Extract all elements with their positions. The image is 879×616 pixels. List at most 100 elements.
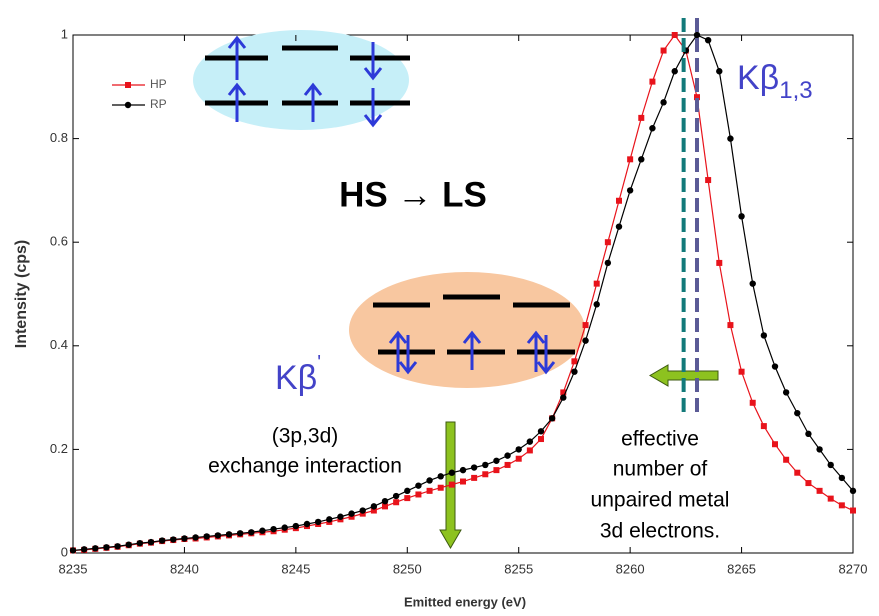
point [293, 523, 299, 529]
point [716, 68, 722, 74]
low-spin-diagram [349, 272, 585, 388]
chart: Emitted energy (eV) Intensity (cps) HS →… [0, 0, 879, 616]
peak-label: Kβ1,3 [737, 59, 813, 104]
point [605, 239, 611, 245]
exchange-note: exchange interaction [208, 455, 402, 478]
point [761, 423, 767, 429]
legend-label: RP [150, 97, 167, 111]
point [638, 115, 644, 121]
point [727, 135, 733, 141]
point [761, 332, 767, 338]
point [348, 510, 354, 516]
point [627, 187, 633, 193]
point [783, 389, 789, 395]
point [594, 281, 600, 287]
point [783, 457, 789, 463]
point [772, 363, 778, 369]
y-tick-label: 0 [61, 544, 68, 559]
point [493, 467, 499, 473]
point [393, 499, 399, 505]
point [215, 532, 221, 538]
point [661, 48, 667, 54]
point [850, 488, 856, 494]
point [460, 467, 466, 473]
point [259, 528, 265, 534]
y-tick-label: 0.6 [50, 234, 68, 249]
point [627, 156, 633, 162]
point [560, 394, 566, 400]
point [170, 536, 176, 542]
x-tick-label: 8235 [59, 561, 88, 576]
point [772, 441, 778, 447]
point [192, 534, 198, 540]
legend-marker [125, 102, 131, 108]
ellipse [193, 30, 409, 130]
point [248, 529, 254, 535]
exchange-note: (3p,3d) [272, 425, 339, 448]
point [137, 540, 143, 546]
y-tick-label: 0.4 [50, 337, 68, 352]
point [282, 524, 288, 530]
x-axis-label: Emitted energy (eV) [404, 594, 526, 609]
x-tick-label: 8270 [839, 561, 868, 576]
point [694, 32, 700, 38]
point [237, 530, 243, 536]
x-tick-label: 8240 [170, 561, 199, 576]
point [427, 488, 433, 494]
point [482, 471, 488, 477]
ellipse [349, 272, 585, 388]
point [516, 456, 522, 462]
x-tick-label: 8245 [281, 561, 310, 576]
point [816, 446, 822, 452]
point [805, 431, 811, 437]
point [326, 516, 332, 522]
point [794, 470, 800, 476]
legend-marker [125, 82, 131, 88]
y-tick-label: 1 [61, 26, 68, 41]
point [582, 337, 588, 343]
point [415, 482, 421, 488]
point [471, 464, 477, 470]
point [126, 542, 132, 548]
point [449, 470, 455, 476]
point [460, 479, 466, 485]
point [571, 358, 577, 364]
satellite-label-sup: ' [317, 352, 321, 374]
point [616, 223, 622, 229]
point [505, 462, 511, 468]
point [727, 322, 733, 328]
point [828, 462, 834, 468]
point [828, 496, 834, 502]
point [594, 301, 600, 307]
point [315, 519, 321, 525]
point [839, 502, 845, 508]
shift-note: effective [621, 428, 699, 451]
point [705, 37, 711, 43]
y-axis-label: Intensity (cps) [13, 240, 30, 348]
point [471, 475, 477, 481]
x-tick-label: 8265 [727, 561, 756, 576]
point [705, 177, 711, 183]
point [571, 369, 577, 375]
point [649, 125, 655, 131]
point [148, 539, 154, 545]
point [750, 280, 756, 286]
point [360, 507, 366, 513]
page: {"chart_data": { "type": "line", "x_labe… [0, 0, 879, 616]
x-tick-label: 8260 [616, 561, 645, 576]
point [638, 156, 644, 162]
point [270, 526, 276, 532]
point [70, 547, 76, 553]
point [404, 495, 410, 501]
point [382, 498, 388, 504]
point [371, 503, 377, 509]
satellite-label-main: Kβ [275, 359, 317, 397]
point [817, 488, 823, 494]
point [660, 99, 666, 105]
point [527, 447, 533, 453]
point [404, 488, 410, 494]
point [103, 544, 109, 550]
point [304, 521, 310, 527]
point [92, 545, 98, 551]
point [449, 482, 455, 488]
